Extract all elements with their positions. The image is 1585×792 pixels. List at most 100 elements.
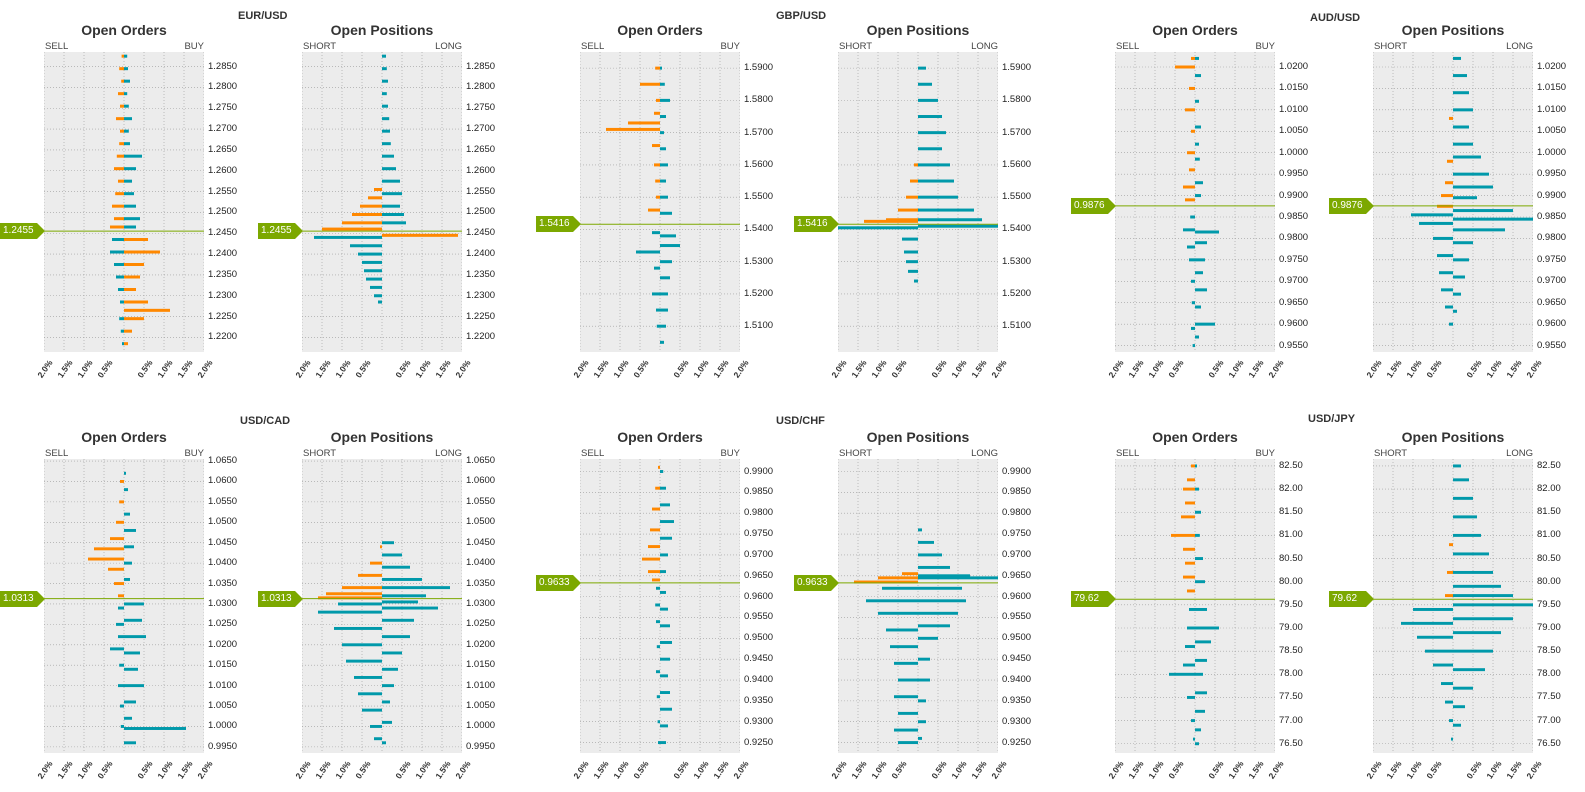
bar <box>124 79 130 83</box>
bar <box>1425 649 1453 653</box>
bar <box>1433 236 1453 240</box>
bar <box>1449 543 1453 547</box>
bar <box>1195 640 1211 644</box>
y-tick-label: 1.2700 <box>208 123 238 135</box>
y-tick-label: 1.2550 <box>466 185 496 197</box>
bar <box>374 188 382 191</box>
x-tick-label: 0.5% <box>1165 358 1186 380</box>
side-label-left: SELL <box>45 448 69 459</box>
side-label-left: SHORT <box>303 41 337 52</box>
bar <box>382 635 410 639</box>
bar <box>1449 719 1453 723</box>
y-tick-label: 1.2500 <box>208 206 238 218</box>
bar <box>1441 288 1453 292</box>
y-tick-label: 0.9600 <box>744 590 774 602</box>
bar <box>660 308 668 312</box>
y-tick-label: 78.50 <box>1537 645 1561 657</box>
bar <box>918 636 938 640</box>
bar <box>115 192 124 196</box>
x-tick-label: 1.0% <box>1403 358 1424 380</box>
bar <box>124 488 128 492</box>
bar <box>119 500 124 504</box>
current-price-tag: 1.0313 <box>258 590 303 607</box>
y-tick-label: 1.0350 <box>208 577 238 589</box>
bar <box>1453 56 1461 60</box>
side-label-left: SELL <box>581 448 605 459</box>
bar <box>648 208 660 212</box>
y-tick-label: 1.2250 <box>466 310 496 322</box>
bar <box>1441 682 1453 686</box>
side-label-right: LONG <box>971 41 998 52</box>
y-tick-label: 1.5600 <box>744 158 774 170</box>
bar <box>370 561 382 565</box>
chart-svg <box>302 52 462 352</box>
x-tick-label: 1.0% <box>690 358 711 380</box>
y-tick-label: 1.0150 <box>208 659 238 671</box>
x-tick-label: 1.0% <box>412 759 433 781</box>
y-tick-label: 1.0600 <box>208 475 238 487</box>
y-tick-label: 1.5300 <box>1002 255 1032 267</box>
y-tick-label: 0.9800 <box>1279 232 1309 244</box>
side-label-right: LONG <box>435 448 462 459</box>
y-tick-label: 78.00 <box>1537 668 1561 680</box>
bar <box>628 121 660 125</box>
bar <box>918 208 974 212</box>
bar <box>918 699 926 703</box>
bar <box>1453 74 1467 78</box>
bar <box>652 144 660 148</box>
bar <box>322 227 382 231</box>
open-positions-chart: Open Positions SHORT LONG 1.5900 1.5800 1.570… <box>829 22 1031 380</box>
plot-area <box>838 459 998 753</box>
x-tick-label: 0.5% <box>670 759 691 781</box>
x-tick-label: 2.0% <box>988 358 1009 380</box>
bar <box>660 503 670 507</box>
bar <box>1195 194 1201 198</box>
y-tick-label: 0.9300 <box>744 715 774 727</box>
bar <box>382 565 410 569</box>
x-tick-label: 0.5% <box>928 358 949 380</box>
bar <box>368 196 382 200</box>
bar <box>660 147 666 151</box>
bar <box>914 279 918 283</box>
side-label-left: SELL <box>1116 41 1140 52</box>
bar <box>124 129 129 133</box>
bar <box>119 317 124 321</box>
bar <box>1195 626 1219 630</box>
bar <box>1195 533 1200 537</box>
plot-area <box>1115 52 1275 352</box>
bar <box>1195 557 1203 561</box>
open-positions-chart: Open Positions SHORT LONG 1.0200 1.0150 1.010… <box>1364 22 1566 380</box>
bar <box>660 115 666 119</box>
bar <box>382 67 387 71</box>
bar <box>1195 742 1199 746</box>
bar <box>904 250 918 254</box>
bar <box>1453 155 1481 159</box>
y-tick-label: 80.00 <box>1279 575 1303 587</box>
bar <box>636 250 660 254</box>
side-label-right: BUY <box>1255 448 1275 459</box>
y-tick-label: 1.2750 <box>466 102 496 114</box>
bar <box>1453 142 1473 146</box>
bar <box>654 266 660 270</box>
bar <box>660 674 668 678</box>
y-tick-label: 0.9550 <box>1279 339 1309 351</box>
plot-area <box>838 52 998 352</box>
x-tick-label: 2.0% <box>194 358 215 380</box>
bar <box>1185 501 1195 505</box>
bar <box>1453 649 1493 653</box>
y-tick-label: 0.9850 <box>744 486 774 498</box>
bar <box>382 129 390 133</box>
bar <box>1453 185 1493 189</box>
bar <box>655 603 660 607</box>
y-tick-label: 1.0200 <box>1537 61 1567 72</box>
chart-title: Open Orders <box>1152 429 1238 445</box>
bar <box>660 590 666 594</box>
x-tick-label: 1.0% <box>412 358 433 380</box>
bar <box>1195 230 1219 234</box>
bar <box>1417 635 1453 639</box>
x-tick-label: 1.5% <box>174 759 195 781</box>
bar <box>886 628 918 632</box>
y-tick-label: 1.0500 <box>466 516 496 528</box>
bar <box>910 179 918 183</box>
bar <box>124 684 144 688</box>
